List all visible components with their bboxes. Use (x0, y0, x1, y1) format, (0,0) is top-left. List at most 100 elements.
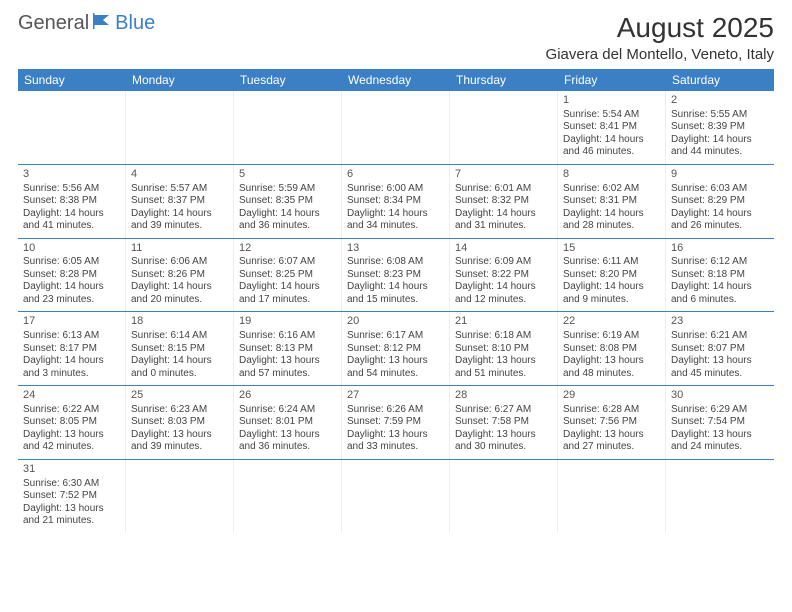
calendar: SundayMondayTuesdayWednesdayThursdayFrid… (18, 69, 774, 533)
dayname: Friday (558, 69, 666, 91)
day-number: 6 (347, 168, 444, 182)
daylight: Daylight: 14 hours and 26 minutes. (671, 208, 769, 233)
day-cell: 26Sunrise: 6:24 AMSunset: 8:01 PMDayligh… (234, 386, 342, 459)
day-number: 1 (563, 94, 660, 108)
day-number: 9 (671, 168, 769, 182)
sunrise: Sunrise: 6:08 AM (347, 256, 444, 269)
daylight: Daylight: 14 hours and 9 minutes. (563, 281, 660, 306)
sunrise: Sunrise: 6:16 AM (239, 330, 336, 343)
daylight: Daylight: 14 hours and 12 minutes. (455, 281, 552, 306)
sunrise: Sunrise: 6:05 AM (23, 256, 120, 269)
daylight: Daylight: 14 hours and 34 minutes. (347, 208, 444, 233)
week-row: 31Sunrise: 6:30 AMSunset: 7:52 PMDayligh… (18, 460, 774, 533)
day-cell (342, 460, 450, 533)
day-number: 3 (23, 168, 120, 182)
sunset: Sunset: 8:18 PM (671, 269, 769, 282)
daylight: Daylight: 13 hours and 57 minutes. (239, 355, 336, 380)
sunrise: Sunrise: 6:13 AM (23, 330, 120, 343)
sunrise: Sunrise: 6:29 AM (671, 404, 769, 417)
day-number: 23 (671, 315, 769, 329)
sunset: Sunset: 8:29 PM (671, 195, 769, 208)
day-number: 16 (671, 242, 769, 256)
day-number: 17 (23, 315, 120, 329)
day-number: 27 (347, 389, 444, 403)
daylight: Daylight: 13 hours and 54 minutes. (347, 355, 444, 380)
sunset: Sunset: 8:17 PM (23, 343, 120, 356)
sunset: Sunset: 8:37 PM (131, 195, 228, 208)
day-number: 7 (455, 168, 552, 182)
sunrise: Sunrise: 6:19 AM (563, 330, 660, 343)
day-cell: 18Sunrise: 6:14 AMSunset: 8:15 PMDayligh… (126, 312, 234, 385)
sunrise: Sunrise: 6:03 AM (671, 183, 769, 196)
location: Giavera del Montello, Veneto, Italy (546, 46, 774, 63)
week-row: 17Sunrise: 6:13 AMSunset: 8:17 PM Dayligh… (18, 312, 774, 386)
day-cell: 20Sunrise: 6:17 AMSunset: 8:12 PMDayligh… (342, 312, 450, 385)
week-row: 24Sunrise: 6:22 AMSunset: 8:05 PMDayligh… (18, 386, 774, 460)
week-row: 3Sunrise: 5:56 AMSunset: 8:38 PMDaylight… (18, 165, 774, 239)
sunrise: Sunrise: 6:28 AM (563, 404, 660, 417)
sunset: Sunset: 8:38 PM (23, 195, 120, 208)
day-cell: 31Sunrise: 6:30 AMSunset: 7:52 PMDayligh… (18, 460, 126, 533)
sunrise: Sunrise: 6:23 AM (131, 404, 228, 417)
day-number: 22 (563, 315, 660, 329)
sunset: Sunset: 8:41 PM (563, 121, 660, 134)
dayname: Tuesday (234, 69, 342, 91)
day-cell: 4Sunrise: 5:57 AMSunset: 8:37 PMDaylight… (126, 165, 234, 238)
day-cell: 25Sunrise: 6:23 AMSunset: 8:03 PMDayligh… (126, 386, 234, 459)
day-cell: 15Sunrise: 6:11 AMSunset: 8:20 PMDayligh… (558, 239, 666, 312)
day-number: 26 (239, 389, 336, 403)
sunset: Sunset: 8:05 PM (23, 416, 120, 429)
sunrise: Sunrise: 5:59 AM (239, 183, 336, 196)
day-cell (18, 91, 126, 164)
logo-text-2: Blue (115, 12, 155, 35)
flag-icon (93, 12, 113, 35)
sunrise: Sunrise: 6:22 AM (23, 404, 120, 417)
day-cell (234, 460, 342, 533)
daylight: Daylight: 14 hours and 15 minutes. (347, 281, 444, 306)
day-number: 13 (347, 242, 444, 256)
sunset: Sunset: 8:03 PM (131, 416, 228, 429)
daylight: Daylight: 14 hours and 36 minutes. (239, 208, 336, 233)
day-cell (234, 91, 342, 164)
day-cell: 11Sunrise: 6:06 AMSunset: 8:26 PMDayligh… (126, 239, 234, 312)
sunrise: Sunrise: 5:55 AM (671, 109, 769, 122)
daylight: Daylight: 13 hours and 33 minutes. (347, 429, 444, 454)
daylight: Daylight: 14 hours and 28 minutes. (563, 208, 660, 233)
sunrise: Sunrise: 6:21 AM (671, 330, 769, 343)
daylight: Daylight: 14 hours and 41 minutes. (23, 208, 120, 233)
sunrise: Sunrise: 6:09 AM (455, 256, 552, 269)
sunrise: Sunrise: 6:02 AM (563, 183, 660, 196)
week-row: 1Sunrise: 5:54 AMSunset: 8:41 PMDaylight… (18, 91, 774, 165)
daylight: Daylight: 14 hours and 20 minutes. (131, 281, 228, 306)
day-number: 2 (671, 94, 769, 108)
day-cell: 9Sunrise: 6:03 AMSunset: 8:29 PMDaylight… (666, 165, 774, 238)
day-number: 30 (671, 389, 769, 403)
sunset: Sunset: 7:52 PM (23, 490, 120, 503)
day-number: 21 (455, 315, 552, 329)
daylight: Daylight: 14 hours and 46 minutes. (563, 134, 660, 159)
sunrise: Sunrise: 6:17 AM (347, 330, 444, 343)
daylight: Daylight: 13 hours and 45 minutes. (671, 355, 769, 380)
sunrise: Sunrise: 5:56 AM (23, 183, 120, 196)
daylight: Daylight: 14 hours and 39 minutes. (131, 208, 228, 233)
day-cell: 30Sunrise: 6:29 AMSunset: 7:54 PMDayligh… (666, 386, 774, 459)
daylight: Daylight: 13 hours and 48 minutes. (563, 355, 660, 380)
day-cell: 27Sunrise: 6:26 AMSunset: 7:59 PMDayligh… (342, 386, 450, 459)
day-cell: 6Sunrise: 6:00 AMSunset: 8:34 PMDaylight… (342, 165, 450, 238)
day-number: 28 (455, 389, 552, 403)
day-cell: 10Sunrise: 6:05 AMSunset: 8:28 PMDayligh… (18, 239, 126, 312)
daylight: Daylight: 14 hours and 44 minutes. (671, 134, 769, 159)
sunrise: Sunrise: 6:12 AM (671, 256, 769, 269)
sunset: Sunset: 7:56 PM (563, 416, 660, 429)
sunset: Sunset: 8:23 PM (347, 269, 444, 282)
daylight: Daylight: 13 hours and 42 minutes. (23, 429, 120, 454)
sunset: Sunset: 8:07 PM (671, 343, 769, 356)
day-number: 8 (563, 168, 660, 182)
sunset: Sunset: 8:39 PM (671, 121, 769, 134)
sunset: Sunset: 8:31 PM (563, 195, 660, 208)
day-number: 10 (23, 242, 120, 256)
day-cell: 12Sunrise: 6:07 AMSunset: 8:25 PMDayligh… (234, 239, 342, 312)
day-cell (126, 460, 234, 533)
sunrise: Sunrise: 6:27 AM (455, 404, 552, 417)
sunset: Sunset: 8:34 PM (347, 195, 444, 208)
